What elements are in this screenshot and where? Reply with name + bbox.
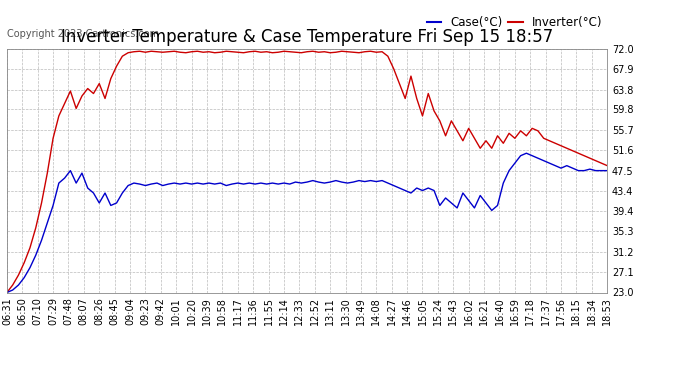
Legend: Case(°C), Inverter(°C): Case(°C), Inverter(°C) — [422, 11, 607, 33]
Text: Copyright 2023 Cartronics.com: Copyright 2023 Cartronics.com — [7, 29, 159, 39]
Title: Inverter Temperature & Case Temperature Fri Sep 15 18:57: Inverter Temperature & Case Temperature … — [61, 28, 553, 46]
